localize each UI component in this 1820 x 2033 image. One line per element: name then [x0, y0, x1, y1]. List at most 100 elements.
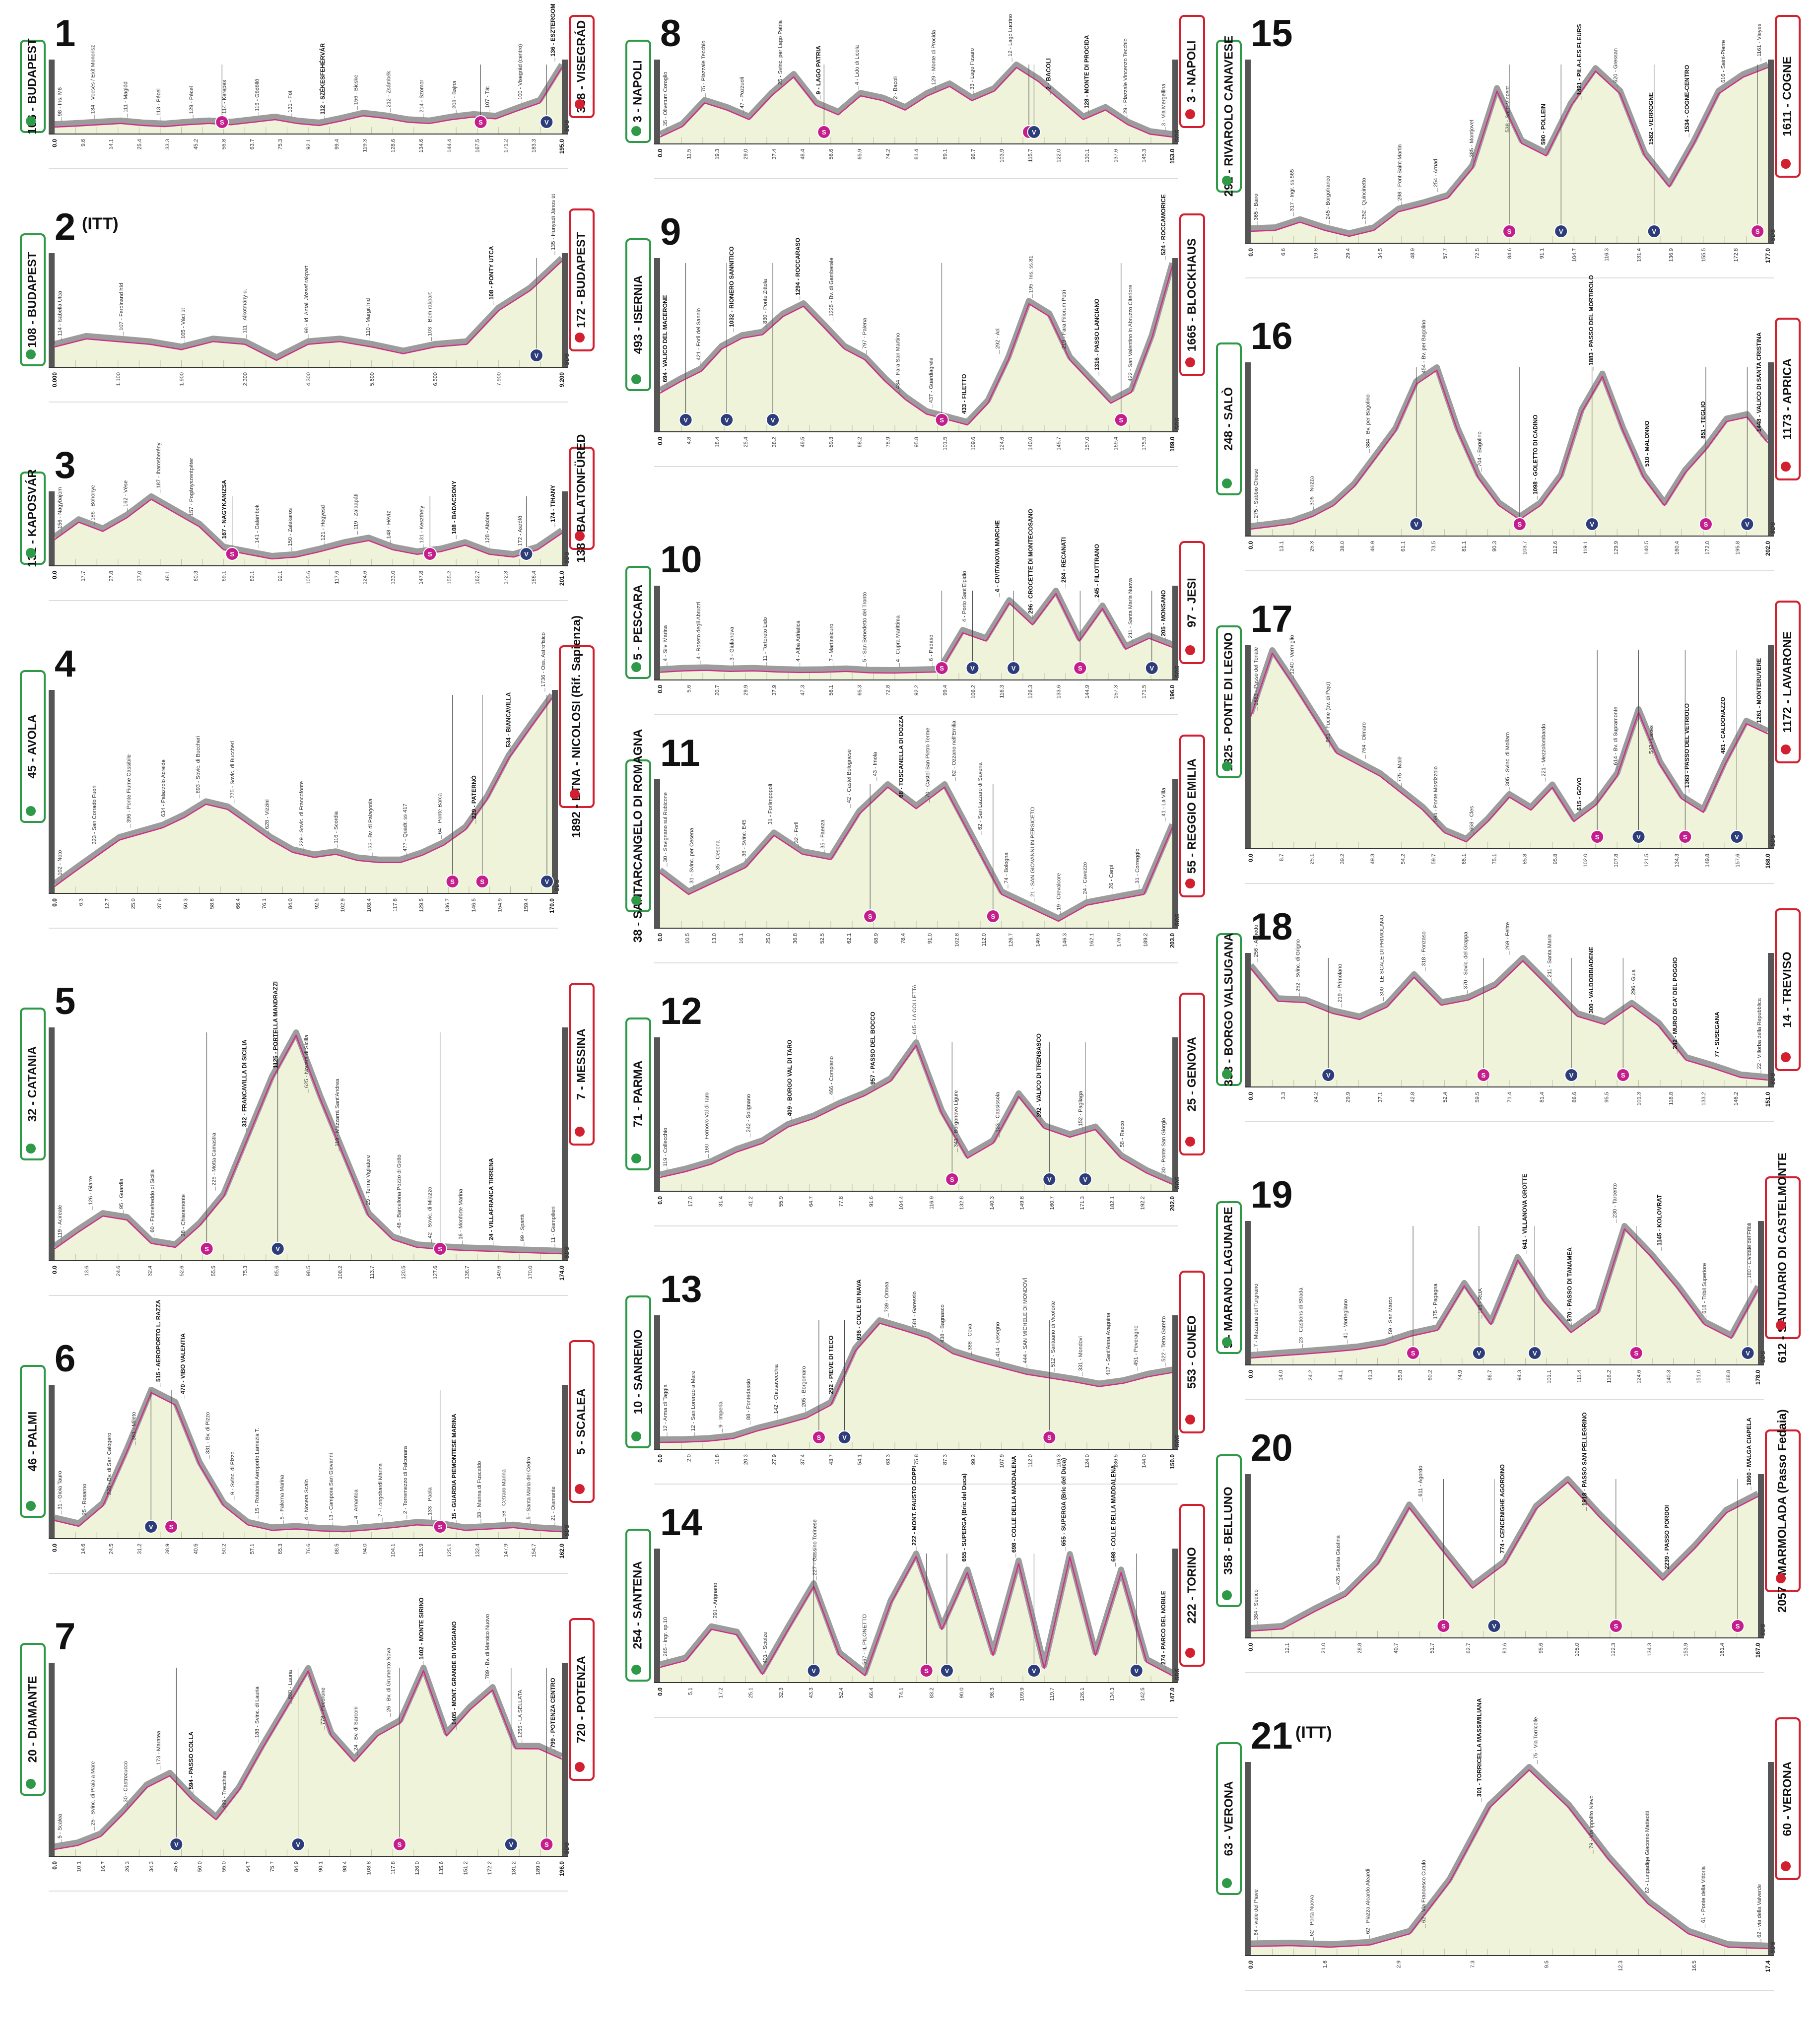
km-label: 118.8	[1669, 1092, 1675, 1105]
km-label: 147.9	[503, 1544, 509, 1558]
km-label: 87.3	[942, 1454, 948, 1465]
badge-letter: V	[725, 416, 729, 424]
km-label: 0.0	[657, 149, 664, 157]
waypoint-label: 64 - viale del Piave	[1253, 1890, 1259, 1936]
finish-post	[1758, 1221, 1764, 1365]
km-label: 31.2	[136, 1544, 142, 1554]
waypoint-label: 110 - Margit híd	[365, 298, 371, 336]
stage-number: 1	[55, 12, 76, 55]
waypoint-label: 5 - Falerna Marina	[279, 1475, 285, 1520]
km-label: 149.8	[1019, 1196, 1025, 1210]
badge-circle	[504, 1837, 518, 1851]
sds-logo-icon: SDS	[563, 1842, 570, 1854]
km-label: 107.8	[1614, 854, 1619, 868]
waypoint-label: 331 - Mondovì	[1078, 1336, 1084, 1371]
km-label: 43.7	[828, 1454, 834, 1465]
km-label: 34.1	[1338, 1370, 1344, 1380]
kom-badge-icon: V	[144, 1390, 158, 1534]
waypoint-label: 205 - Borgomaro	[801, 1366, 807, 1407]
waypoint-label: 43 - Imola	[873, 751, 878, 776]
badge-circle	[1564, 1068, 1579, 1082]
km-label: 62.7	[1466, 1643, 1472, 1653]
waypoint-label: 775 - Sovic. di Buccheri	[230, 741, 236, 799]
badge-circle	[1698, 517, 1713, 531]
waypoint-label: 47 - Pozzuoli	[739, 77, 745, 109]
badge-letter: S	[1683, 833, 1687, 841]
km-label: 115.7	[1027, 149, 1033, 162]
waypoint-label: 1161 - Vieyes	[1756, 23, 1762, 57]
kom-badge-icon: V	[1528, 1226, 1542, 1360]
stage-number: 6	[55, 1338, 76, 1380]
finish-post	[1172, 1037, 1178, 1191]
waypoint-label: 252 - Svinc. di Grigno	[1295, 939, 1301, 992]
waypoint-label: 136 - ESZTERGOM	[549, 3, 556, 57]
km-label: 145.7	[1056, 437, 1062, 451]
waypoint-label: 13 - Campora San Giovanni	[329, 1453, 335, 1521]
km-label: 49.5	[800, 437, 806, 447]
km-label: 64.7	[245, 1861, 251, 1872]
waypoint-label: 1125 - PORTELLA MANDRAZZI	[272, 981, 279, 1069]
badge-letter: V	[1590, 521, 1594, 528]
km-label: 39.2	[1340, 854, 1346, 864]
badge-letter: V	[545, 878, 549, 885]
start-town-label: 292 - RIVAROLO CANAVESE	[1216, 36, 1242, 197]
km-label: 131.4	[1636, 248, 1642, 262]
profile-ridge	[1250, 364, 1770, 529]
stage-4-profile: 4 45 - AVOLA 1892 - ETNA - NICOLOSI (Rif. …	[20, 615, 595, 933]
kom-badge-icon: V	[965, 591, 980, 675]
sprint-badge-icon: S	[1406, 1226, 1420, 1360]
km-label: 2.300	[242, 372, 248, 386]
kom-badge-icon: V	[807, 1554, 821, 1678]
waypoint-label: 172 - Aszófő	[518, 516, 524, 546]
start-flag-icon	[1222, 1878, 1232, 1888]
waypoint-label: 152 - Pagliaga	[1078, 1090, 1084, 1126]
sds-logo-icon: SDS	[1174, 1177, 1181, 1189]
start-town-label: 71 - PARMA	[625, 1017, 651, 1170]
stage-6-profile: 6 46 - PALMI 5 - SCALEA 31 - Gioia Tauro 25 …	[20, 1299, 595, 1578]
finish-town-label: 1665 - BLOCKHAUS	[1179, 213, 1205, 376]
badge-letter: V	[1735, 833, 1739, 841]
km-label: 57.7	[1442, 248, 1448, 259]
stage-2-profile: 2 (ITT) 108 - BUDAPEST 172 - BUDAPEST 114 - …	[20, 194, 595, 407]
start-post	[49, 1027, 55, 1261]
badge-circle	[1436, 1619, 1451, 1633]
km-label: 25.0	[131, 898, 136, 909]
km-label: 155.5	[1701, 248, 1707, 262]
km-label: 10.1	[76, 1861, 82, 1872]
kom-badge-icon: V	[1740, 367, 1754, 531]
waypoint-label: 156 - Nagybajom	[57, 487, 63, 529]
waypoint-label: 698 - COLLE DELLA MADDALENA	[1011, 1456, 1017, 1553]
km-label: 140.6	[1035, 933, 1041, 947]
km-label: 65.3	[857, 685, 863, 695]
km-label: 73.5	[1431, 541, 1437, 551]
km-label: 109.9	[1019, 1688, 1025, 1701]
km-label: 86.7	[1487, 1370, 1493, 1380]
badge-letter: V	[509, 1841, 513, 1848]
waypoint-label: 438 - Bagnasco	[940, 1304, 945, 1343]
finish-post	[1768, 362, 1774, 536]
km-label: 13.0	[712, 933, 718, 944]
km-label: 9.200	[558, 372, 565, 387]
km-label: 102.0	[1583, 854, 1589, 868]
profile-chart: 1883 - Passo del Tonale 1240 - Vermiglio 9…	[1245, 635, 1776, 884]
badge-circle	[144, 1520, 158, 1534]
waypoint-label: 219 - Primolano	[1337, 964, 1343, 1003]
km-label: 119.7	[1049, 1688, 1055, 1701]
sds-logo-icon: SDS	[1769, 522, 1776, 534]
stage-number: 9	[660, 211, 681, 253]
km-label: 136.5	[1113, 1454, 1119, 1468]
waypoint-label: 4 - CIVITANOVA MARCHE	[994, 520, 1001, 592]
profile-ridge	[53, 493, 564, 559]
km-label: 24.6	[116, 1266, 122, 1276]
badge-letter: S	[1634, 1350, 1638, 1357]
km-label: 51.7	[1429, 1643, 1435, 1653]
km-label: 91.1	[1539, 248, 1545, 259]
start-flag-icon	[26, 1144, 36, 1153]
waypoint-label: 1883 - PASSO DEL MORTIROLO	[1588, 275, 1595, 365]
badge-circle	[1629, 1346, 1643, 1360]
badge-circle	[1078, 1172, 1092, 1186]
waypoint-label: 5 - Santa Maria del Cedro	[526, 1457, 532, 1519]
profile-line	[660, 786, 1173, 922]
badge-circle	[986, 909, 1000, 923]
km-label: 0.0	[1247, 248, 1254, 257]
